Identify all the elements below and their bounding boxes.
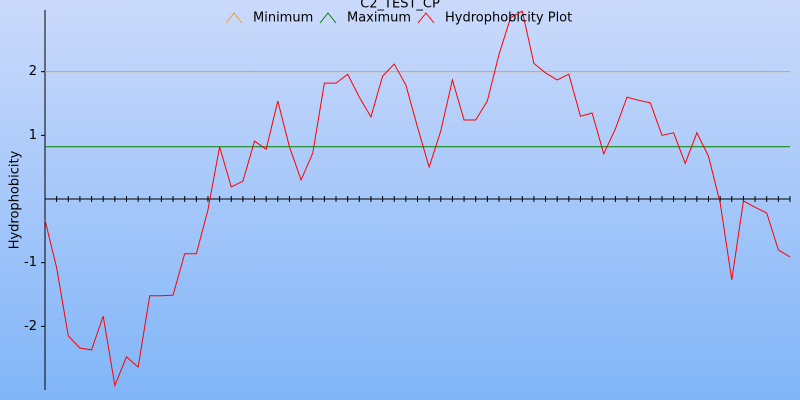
legend-swatch xyxy=(417,12,435,24)
series-line xyxy=(44,10,791,388)
legend-swatch xyxy=(225,12,243,24)
legend-label: Minimum xyxy=(253,11,313,26)
chart-title: C2_TEST_CP xyxy=(360,0,440,12)
y-tick-label: -2 xyxy=(24,319,37,334)
legend-swatch xyxy=(319,12,337,24)
y-tick-label: 2 xyxy=(29,64,37,79)
y-tick-label: 1 xyxy=(29,128,37,143)
legend-label: Maximum xyxy=(347,11,411,26)
y-tick-label: -1 xyxy=(24,255,37,270)
y-axis-label: Hydrophobicity xyxy=(8,150,23,249)
legend-label: Hydrophobicity Plot xyxy=(445,11,572,26)
